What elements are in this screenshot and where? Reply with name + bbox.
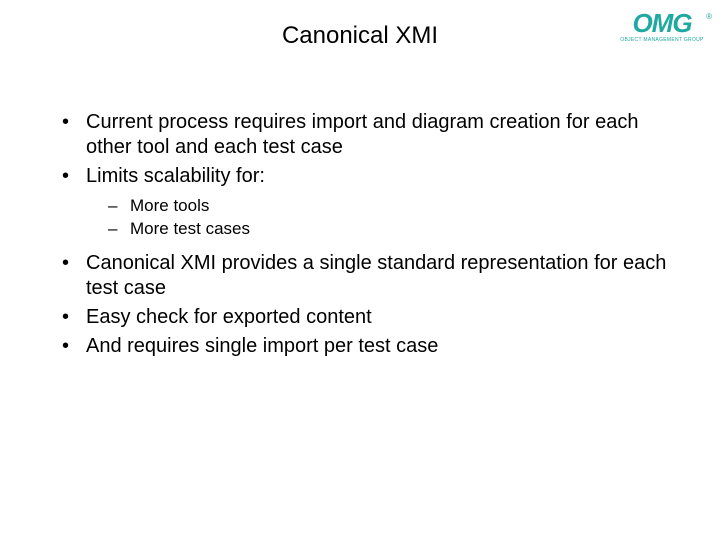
logo-subtitle: OBJECT MANAGEMENT GROUP bbox=[618, 38, 706, 44]
slide: Canonical XMI ® OMG OBJECT MANAGEMENT GR… bbox=[0, 0, 720, 540]
bullet-text: Current process requires import and diag… bbox=[86, 111, 638, 158]
bullet-item: Easy check for exported content bbox=[58, 305, 680, 330]
omg-logo: ® OMG OBJECT MANAGEMENT GROUP bbox=[618, 10, 706, 44]
bullet-item: Limits scalability for: More tools More … bbox=[58, 164, 680, 241]
bullet-item: Canonical XMI provides a single standard… bbox=[58, 251, 680, 301]
sub-bullet-item: More test cases bbox=[108, 218, 680, 241]
slide-title: Canonical XMI bbox=[0, 22, 720, 50]
slide-body: Current process requires import and diag… bbox=[58, 110, 680, 363]
bullet-text: Limits scalability for: bbox=[86, 165, 265, 187]
sub-bullet-list: More tools More test cases bbox=[86, 195, 680, 241]
logo-text: OMG bbox=[618, 10, 706, 36]
bullet-item: And requires single import per test case bbox=[58, 334, 680, 359]
bullet-item: Current process requires import and diag… bbox=[58, 110, 680, 160]
bullet-text: Easy check for exported content bbox=[86, 306, 372, 328]
bullet-text: Canonical XMI provides a single standard… bbox=[86, 252, 666, 299]
bullet-list: Current process requires import and diag… bbox=[58, 110, 680, 359]
sub-bullet-text: More test cases bbox=[130, 219, 250, 238]
sub-bullet-item: More tools bbox=[108, 195, 680, 218]
registered-mark-icon: ® bbox=[706, 12, 712, 21]
bullet-text: And requires single import per test case bbox=[86, 335, 438, 357]
sub-bullet-text: More tools bbox=[130, 196, 209, 215]
